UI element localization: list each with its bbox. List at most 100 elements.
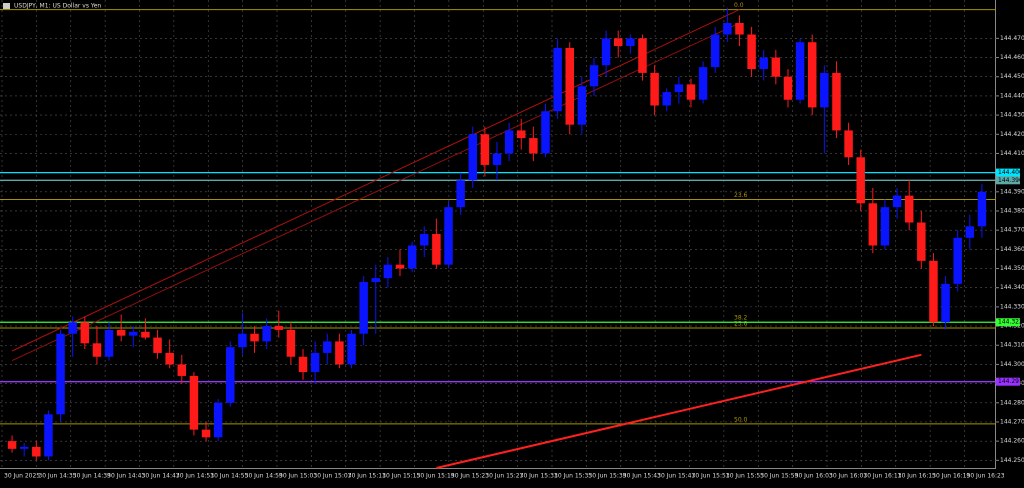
candle-body bbox=[165, 352, 174, 365]
fib-label: 38.2 bbox=[734, 315, 748, 322]
candle-body bbox=[880, 207, 890, 246]
candle-body bbox=[32, 446, 41, 457]
candle-body bbox=[56, 333, 65, 415]
y-tick-label: 144.420 bbox=[1000, 131, 1024, 138]
candle-body bbox=[116, 329, 126, 336]
candle-body bbox=[686, 84, 696, 100]
candle-body bbox=[432, 234, 441, 265]
y-tick-label: 144.430 bbox=[1000, 112, 1024, 119]
candle-body bbox=[517, 130, 526, 139]
y-tick-label: 144.470 bbox=[1000, 35, 1024, 42]
candle-body bbox=[286, 329, 296, 357]
candle-body bbox=[553, 47, 562, 112]
x-tick-label: 30 Jun 14:51 bbox=[176, 473, 214, 480]
y-tick-label: 144.280 bbox=[1000, 399, 1024, 406]
candle-body bbox=[917, 222, 926, 261]
y-tick-label: 144.390 bbox=[1000, 188, 1024, 195]
x-tick-label: 30 Jun 14:59 bbox=[245, 473, 283, 480]
x-tick-label: 30 Jun 16:23 bbox=[967, 473, 1005, 480]
x-tick-label: 30 Jun 15:51 bbox=[692, 473, 730, 480]
y-tick-label: 144.260 bbox=[1000, 438, 1024, 445]
candle-body bbox=[468, 134, 477, 181]
x-tick-label: 30 Jun 16:19 bbox=[932, 473, 970, 480]
y-tick-label: 144.250 bbox=[1000, 457, 1024, 464]
trendline bbox=[436, 353, 922, 469]
price-level-label: 144.400 bbox=[998, 169, 1023, 176]
candle-body bbox=[141, 331, 150, 338]
y-tick-label: 144.330 bbox=[1000, 303, 1024, 310]
x-tick-label: 30 Jun 2025 bbox=[4, 473, 40, 480]
fib-label: 50.0 bbox=[734, 416, 748, 423]
candle-body bbox=[262, 326, 271, 342]
candle-body bbox=[953, 237, 962, 284]
x-tick-label: 30 Jun 15:35 bbox=[554, 473, 592, 480]
candle-body bbox=[80, 322, 90, 344]
x-tick-label: 30 Jun 15:31 bbox=[520, 473, 558, 480]
y-tick-label: 144.370 bbox=[1000, 227, 1024, 234]
x-tick-label: 30 Jun 14:47 bbox=[142, 473, 180, 480]
candle-body bbox=[407, 245, 417, 269]
candle-body bbox=[601, 38, 611, 66]
x-tick-label: 30 Jun 15:47 bbox=[657, 473, 695, 480]
fib-label: 23.6 bbox=[734, 192, 748, 199]
candle-body bbox=[820, 72, 829, 108]
candle-body bbox=[310, 352, 320, 373]
fib-label: 0.0 bbox=[734, 2, 744, 9]
price-level-label: 144.291 bbox=[998, 378, 1023, 385]
candle-body bbox=[177, 364, 187, 376]
x-tick-label: 30 Jun 16:03 bbox=[795, 473, 833, 480]
candle-body bbox=[226, 347, 235, 403]
candle-body bbox=[638, 38, 647, 73]
candle-body bbox=[577, 86, 587, 125]
x-tick-label: 30 Jun 16:11 bbox=[863, 473, 901, 480]
candle-body bbox=[541, 111, 550, 154]
candle-body bbox=[747, 34, 756, 70]
candle-body bbox=[723, 23, 732, 35]
x-tick-label: 30 Jun 15:19 bbox=[417, 473, 455, 480]
candle-body bbox=[238, 333, 247, 348]
x-tick-label: 30 Jun 14:39 bbox=[73, 473, 111, 480]
candle-body bbox=[565, 47, 574, 125]
trendline bbox=[11, 9, 740, 352]
candle-body bbox=[771, 57, 781, 77]
y-tick-label: 144.450 bbox=[1000, 73, 1024, 80]
candle-body bbox=[868, 203, 878, 246]
y-tick-label: 144.380 bbox=[1000, 207, 1024, 214]
candle-body bbox=[213, 402, 223, 438]
y-tick-label: 144.310 bbox=[1000, 342, 1024, 349]
x-tick-label: 30 Jun 15:15 bbox=[382, 473, 420, 480]
candle-body bbox=[807, 42, 817, 108]
y-tick-label: 144.340 bbox=[1000, 284, 1024, 291]
x-tick-label: 30 Jun 15:03 bbox=[279, 473, 317, 480]
candle-body bbox=[189, 375, 199, 430]
candle-body bbox=[698, 67, 708, 100]
candle-body bbox=[19, 446, 29, 449]
y-tick-label: 144.440 bbox=[1000, 92, 1024, 99]
candle-body bbox=[662, 92, 671, 106]
trendline bbox=[11, 22, 740, 362]
candle-body bbox=[92, 343, 102, 357]
candle-body bbox=[480, 134, 490, 165]
candle-body bbox=[795, 42, 805, 100]
candle-body bbox=[323, 341, 332, 353]
candle-body bbox=[383, 264, 393, 279]
candle-body bbox=[456, 180, 465, 208]
candle-body bbox=[674, 84, 684, 93]
price-level-box bbox=[996, 176, 1020, 185]
y-tick-label: 144.270 bbox=[1000, 418, 1024, 425]
candle-body bbox=[941, 283, 950, 323]
candle-body bbox=[395, 264, 405, 269]
fib-label: 23.6 bbox=[734, 320, 748, 327]
x-tick-label: 30 Jun 15:59 bbox=[760, 473, 798, 480]
y-tick-label: 144.350 bbox=[1000, 265, 1024, 272]
candle-body bbox=[371, 278, 381, 282]
y-tick-label: 144.300 bbox=[1000, 361, 1024, 368]
x-tick-label: 30 Jun 15:11 bbox=[348, 473, 386, 480]
candle-body bbox=[783, 76, 793, 100]
price-level-box bbox=[996, 377, 1020, 386]
candle-body bbox=[759, 57, 768, 70]
price-level-label: 144.322 bbox=[998, 319, 1023, 326]
candle-body bbox=[347, 333, 356, 365]
candle-body bbox=[929, 260, 938, 323]
candle-body bbox=[589, 65, 599, 87]
